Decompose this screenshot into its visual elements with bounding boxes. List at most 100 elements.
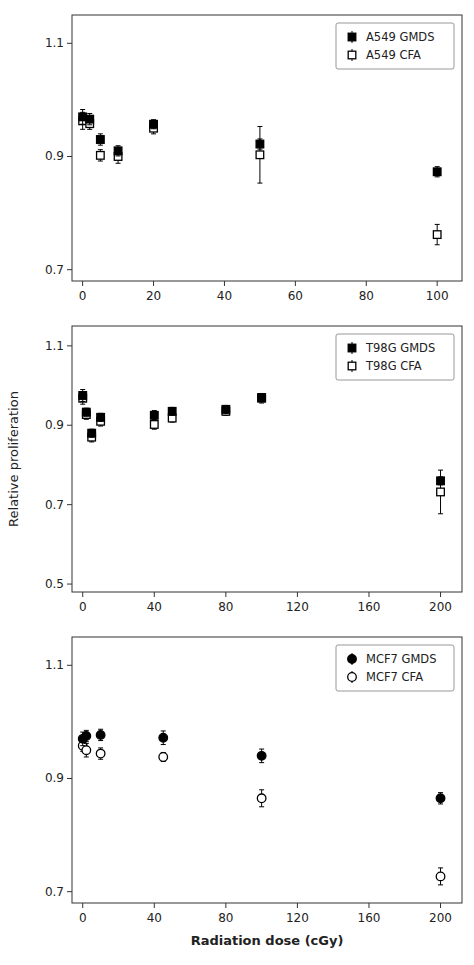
error-cap	[84, 730, 89, 731]
y-tick	[67, 891, 72, 892]
point	[258, 394, 266, 402]
point	[83, 408, 91, 416]
y-tick-label: 1.1	[45, 36, 64, 50]
point	[436, 872, 445, 881]
error-cap	[98, 161, 103, 162]
x-tick	[368, 592, 369, 597]
x-tick	[225, 903, 226, 908]
point	[88, 429, 96, 437]
x-tick	[437, 281, 438, 286]
y-tick	[67, 43, 72, 44]
legend-label: MCF7 GMDS	[366, 652, 437, 666]
error-cap	[259, 749, 264, 750]
x-tick-label: 60	[288, 289, 303, 303]
legend-label: A549 CFA	[366, 48, 421, 62]
y-tick-label: 0.7	[45, 885, 64, 899]
background	[0, 0, 474, 965]
point	[79, 392, 87, 400]
x-tick-label: 20	[146, 289, 161, 303]
error-cap	[259, 789, 264, 790]
x-tick-label: 120	[286, 600, 309, 614]
figure: 0.70.91.1020406080100A549 GMDSA549 CFA0.…	[0, 0, 474, 965]
error-cap	[80, 401, 85, 402]
x-tick	[368, 903, 369, 908]
x-tick-label: 80	[218, 600, 233, 614]
error-cap	[438, 867, 443, 868]
y-tick	[67, 269, 72, 270]
x-tick	[440, 903, 441, 908]
error-cap	[161, 730, 166, 731]
legend-box	[336, 23, 454, 69]
error-cap	[151, 133, 156, 134]
y-tick	[67, 584, 72, 585]
point	[222, 406, 230, 414]
point	[433, 168, 441, 176]
x-tick-label: 200	[429, 911, 452, 925]
legend-marker	[348, 673, 357, 682]
error-cap	[98, 759, 103, 760]
point	[82, 732, 91, 741]
legend-label: T98G GMDS	[365, 341, 435, 355]
series	[79, 392, 444, 513]
point	[82, 746, 91, 755]
legend-box	[336, 645, 454, 691]
error-cap	[80, 109, 85, 110]
error-cap	[116, 155, 121, 156]
point	[159, 753, 168, 762]
error-cap	[84, 741, 89, 742]
series	[78, 740, 444, 885]
error-cap	[257, 149, 262, 150]
error-cap	[438, 884, 443, 885]
x-tick-label: 100	[426, 289, 449, 303]
legend-marker	[348, 362, 356, 370]
error-cap	[257, 138, 262, 139]
point	[168, 408, 176, 416]
error-cap	[84, 756, 89, 757]
legend-marker	[348, 51, 356, 59]
point	[257, 794, 266, 803]
point	[433, 231, 441, 239]
data-area	[78, 729, 444, 885]
error-cap	[161, 744, 166, 745]
x-tick	[224, 281, 225, 286]
x-tick	[153, 281, 154, 286]
error-cap	[438, 803, 443, 804]
series	[78, 729, 444, 804]
x-axis-label: Radiation dose (cGy)	[191, 933, 344, 948]
plot-frame	[72, 637, 462, 903]
point	[96, 731, 105, 740]
error-cap	[87, 113, 92, 114]
panel: 0.50.70.91.104080120160200T98G GMDST98G …	[6, 326, 462, 614]
legend-marker	[348, 33, 356, 41]
point	[97, 136, 105, 144]
error-cap	[98, 729, 103, 730]
x-tick-label: 0	[79, 600, 87, 614]
panel: 0.70.91.104080120160200MCF7 GMDSMCF7 CFA…	[45, 637, 462, 948]
x-tick	[440, 592, 441, 597]
error-cap	[435, 224, 440, 225]
error-cap	[98, 740, 103, 741]
legend-box	[336, 334, 454, 380]
x-tick	[82, 281, 83, 286]
x-tick-label: 40	[147, 911, 162, 925]
x-tick	[295, 281, 296, 286]
error-cap	[98, 145, 103, 146]
data-area	[79, 390, 444, 514]
y-tick-label: 0.9	[45, 418, 64, 432]
plot-frame	[72, 15, 462, 281]
x-tick	[154, 592, 155, 597]
x-tick	[297, 592, 298, 597]
panel: 0.70.91.1020406080100A549 GMDSA549 CFA	[45, 15, 462, 303]
point	[97, 152, 105, 160]
y-tick-label: 0.9	[45, 149, 64, 163]
y-axis-label: Relative proliferation	[6, 391, 21, 527]
point	[258, 394, 266, 402]
y-tick-label: 0.5	[45, 577, 64, 591]
x-tick-label: 120	[286, 911, 309, 925]
x-tick-label: 200	[429, 600, 452, 614]
error-cap	[87, 124, 92, 125]
x-tick-label: 80	[218, 911, 233, 925]
x-tick-label: 0	[79, 289, 87, 303]
series	[79, 112, 441, 244]
point	[150, 412, 158, 420]
